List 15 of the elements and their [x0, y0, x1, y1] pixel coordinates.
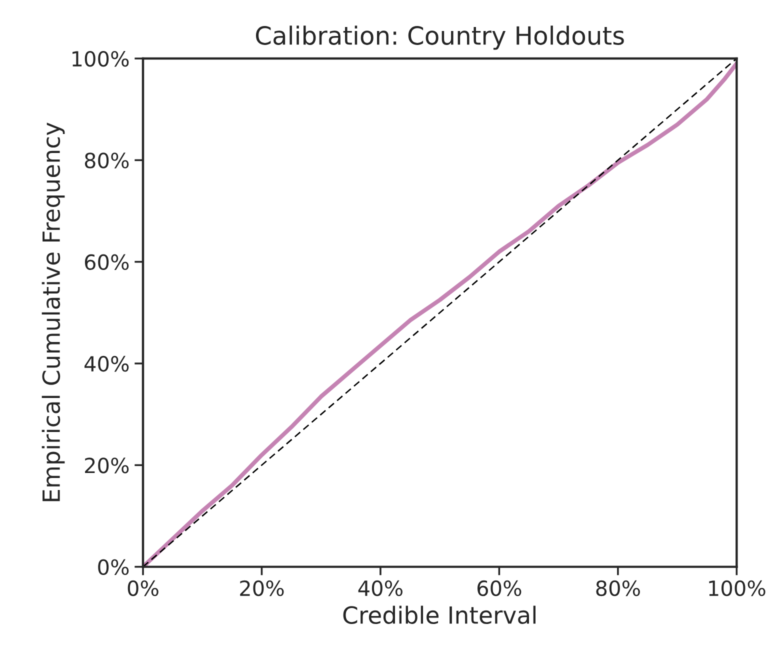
y-tick-label: 40%: [84, 356, 129, 372]
x-axis-title: Credible Interval: [343, 606, 536, 624]
chart-title: Calibration: Country Holdouts: [256, 26, 624, 50]
x-tick-label: 20%: [240, 580, 284, 596]
x-tick-label: 80%: [596, 580, 640, 596]
y-axis-title: Empirical Cumulative Frequency: [42, 122, 65, 502]
y-tick-label: 60%: [84, 254, 129, 270]
y-tick-label: 80%: [84, 152, 129, 168]
y-tick-label: 100%: [72, 50, 129, 67]
x-tick-label: 60%: [478, 580, 522, 596]
x-tick-label: 40%: [358, 580, 402, 596]
x-tick-label: 0%: [128, 580, 158, 596]
y-tick-label: 0%: [98, 559, 129, 576]
x-tick-label: 100%: [709, 580, 766, 596]
y-tick-label: 20%: [85, 458, 129, 474]
